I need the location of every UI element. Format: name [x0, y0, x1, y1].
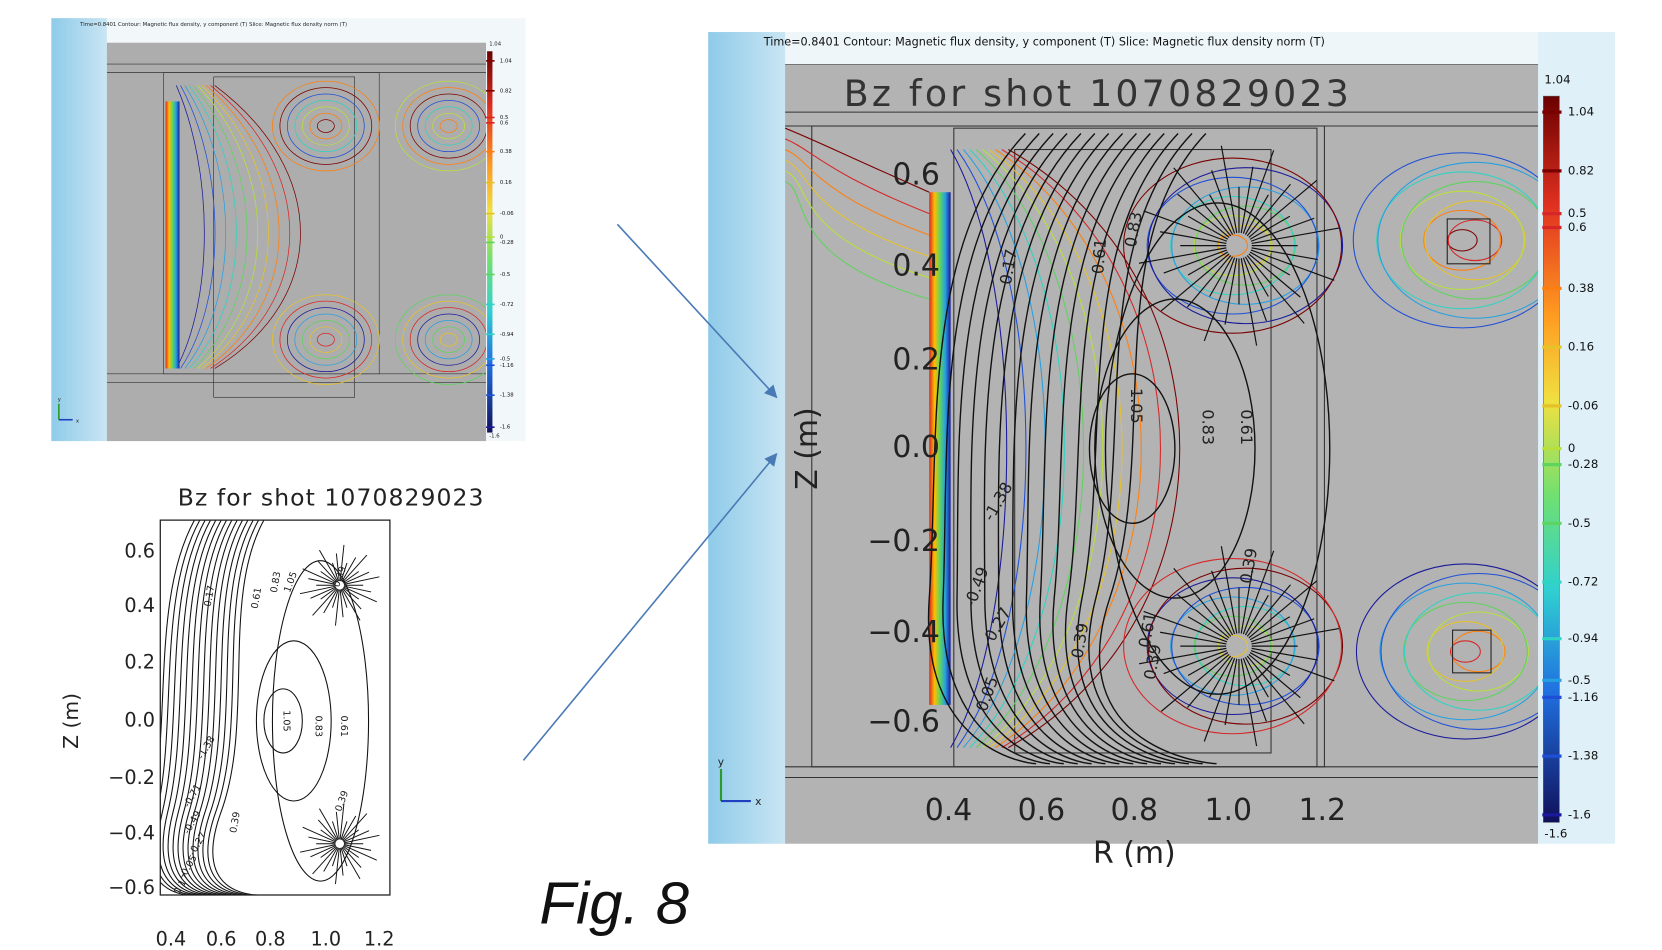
x-tick-label: 1.2 [364, 927, 395, 950]
black-contour [335, 848, 339, 884]
contour-label: -1.38 [196, 734, 218, 761]
body: Time=0.8401 Contour: Magnetic flux densi… [0, 0, 1662, 950]
y-tick-label: −0.4 [108, 822, 155, 845]
y-tick-label: −0.6 [867, 705, 940, 740]
black-contour [148, 520, 197, 895]
black-contour [168, 520, 218, 895]
contour-label: 0.61 [250, 587, 265, 610]
colorbar-label: -0.06 [500, 211, 514, 217]
colorbar-max: 1.04 [489, 41, 501, 47]
colorbar-label: -0.28 [500, 240, 514, 246]
colorbar-min: -1.6 [1544, 827, 1567, 841]
y-tick-label: 0.0 [124, 708, 155, 731]
colorbar-label: 1.04 [1568, 105, 1594, 119]
colorbar-label: -1.6 [500, 425, 511, 431]
solenoid [166, 101, 180, 368]
contour-label: 0.61 [1088, 238, 1110, 275]
colorbar [1543, 96, 1559, 822]
y-axis-label: Z (m) [790, 407, 825, 489]
x-tick-label: 1.0 [1205, 793, 1253, 828]
panel-strip [708, 32, 785, 844]
contour-label: 1.05 [282, 570, 300, 594]
caption: Fig. 8 [539, 870, 689, 937]
y-tick-label: 0.2 [124, 651, 155, 674]
axis-y-label: y [718, 756, 724, 769]
colorbar-label: 0.16 [1568, 340, 1594, 354]
colorbar-label: 0.38 [500, 149, 512, 155]
colorbar-label: -0.06 [1568, 398, 1598, 412]
x-tick-label: 0.4 [925, 793, 973, 828]
y-tick-label: 0.4 [124, 594, 155, 617]
colorbar-label: 0.5 [1568, 206, 1587, 220]
y-tick-label: −0.2 [108, 766, 155, 789]
plot-title: Bz for shot 1070829023 [844, 72, 1352, 115]
x-tick-label: 0.6 [1018, 793, 1066, 828]
y-axis-label: Z (m) [59, 693, 83, 749]
colorbar-label: -1.16 [1568, 690, 1598, 704]
header: Time=0.8401 Contour: Magnetic flux densi… [79, 22, 347, 28]
axis-x-label: x [76, 418, 79, 424]
colorbar-label: 0.82 [1568, 163, 1594, 177]
colorbar-label: -0.72 [1568, 575, 1598, 589]
x-tick-label: 1.0 [311, 927, 342, 950]
axis-y-label: y [58, 397, 61, 403]
colorbar-label: 0.6 [500, 120, 509, 126]
colorbar-min: -1.6 [489, 433, 500, 439]
contour-label: 0.39 [333, 789, 351, 813]
colorbar-label: 0.6 [1568, 220, 1587, 234]
colorbar-label: -0.28 [1568, 457, 1598, 471]
x-axis-label: R (m) [1093, 836, 1176, 871]
colorbar-label: -0.5 [500, 356, 510, 362]
colorbar-label: 0.16 [500, 180, 512, 186]
colorbar-max: 1.04 [1544, 73, 1570, 87]
colorbar-label: 0 [1568, 441, 1575, 455]
y-tick-label: 0.4 [892, 249, 940, 284]
contour-label: 1.05 [1127, 388, 1146, 424]
small-panel: Time=0.8401 Contour: Magnetic flux densi… [51, 18, 525, 441]
colorbar-label: 1.04 [500, 58, 512, 64]
black-contour [335, 590, 339, 626]
y-tick-label: −0.4 [867, 615, 940, 650]
colorbar-label: -1.38 [500, 393, 514, 399]
x-tick-label: 1.2 [1299, 793, 1347, 828]
header: Time=0.8401 Contour: Magnetic flux densi… [763, 36, 1325, 49]
colorbar-label: -0.72 [500, 302, 514, 308]
plot-title: Bz for shot 1070829023 [178, 483, 485, 511]
page: Fig. 8 { "top_left_panel": { "header": "… [0, 0, 1662, 950]
colorbar-label: -1.16 [500, 363, 514, 369]
right-panel: Time=0.8401 Contour: Magnetic flux densi… [708, 32, 1615, 871]
y-tick-label: −0.6 [108, 876, 155, 899]
x-tick-label: 0.8 [255, 927, 286, 950]
contour-label: -0.71 [182, 782, 204, 809]
contour-label: 0.83 [312, 716, 323, 737]
y-tick-label: 0.6 [892, 158, 940, 193]
y-tick-label: −0.2 [867, 524, 940, 559]
colorbar-label: -0.94 [500, 332, 514, 338]
contour-label: 0.83 [1198, 409, 1217, 445]
y-tick-label: 0.2 [892, 342, 940, 377]
bottom-left-plot: Bz for shot 1070829023 Z (m) 0.6 0.4 0.2 0.… [59, 483, 484, 950]
colorbar-label: -0.5 [500, 272, 510, 278]
contour-label: 0.39 [228, 811, 243, 834]
panel-strip [51, 18, 107, 441]
x-tick-label: 0.8 [1111, 793, 1159, 828]
colorbar-label: -0.94 [1568, 631, 1598, 645]
colorbar-label: -1.6 [1568, 807, 1591, 821]
y-tick-label: 0.0 [892, 430, 940, 465]
x-tick-label: 0.4 [156, 927, 187, 950]
contour-label: 0.17 [203, 585, 218, 608]
colorbar-label: 0.38 [1568, 281, 1594, 295]
y-tick-label: 0.6 [124, 540, 155, 563]
colorbar-label: 0.82 [500, 88, 512, 94]
contour-label: 1.05 [280, 710, 291, 731]
colorbar-label: -0.5 [1568, 673, 1591, 687]
contour-label: 0.61 [1237, 409, 1256, 445]
colorbar-label: -1.38 [1568, 749, 1598, 763]
axis-x-label: x [755, 795, 761, 808]
contour-label: 0.61 [338, 716, 349, 737]
x-tick-label: 0.6 [206, 927, 237, 950]
figure: Time=0.8401 Contour: Magnetic flux densi… [0, 0, 1662, 950]
colorbar-label: -0.5 [1568, 516, 1591, 530]
